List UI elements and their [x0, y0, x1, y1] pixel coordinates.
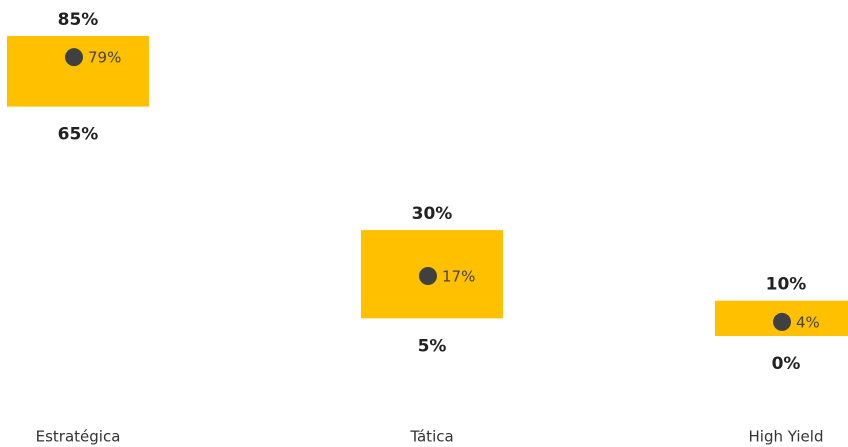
value-label: 79%	[88, 49, 121, 67]
range-bar	[7, 36, 149, 107]
value-dot	[419, 267, 437, 285]
low-label: 5%	[418, 336, 447, 356]
low-label: 65%	[58, 125, 99, 145]
category-label: Estratégica	[36, 428, 121, 446]
high-label: 10%	[766, 275, 807, 295]
high-label: 30%	[412, 204, 453, 224]
low-label: 0%	[772, 354, 801, 374]
value-dot	[773, 312, 791, 331]
category-label: Tática	[409, 428, 453, 446]
value-label: 4%	[796, 313, 820, 331]
high-label: 85%	[58, 10, 99, 30]
value-label: 17%	[442, 268, 475, 286]
value-dot	[65, 48, 83, 67]
category-label: High Yield	[749, 428, 824, 446]
